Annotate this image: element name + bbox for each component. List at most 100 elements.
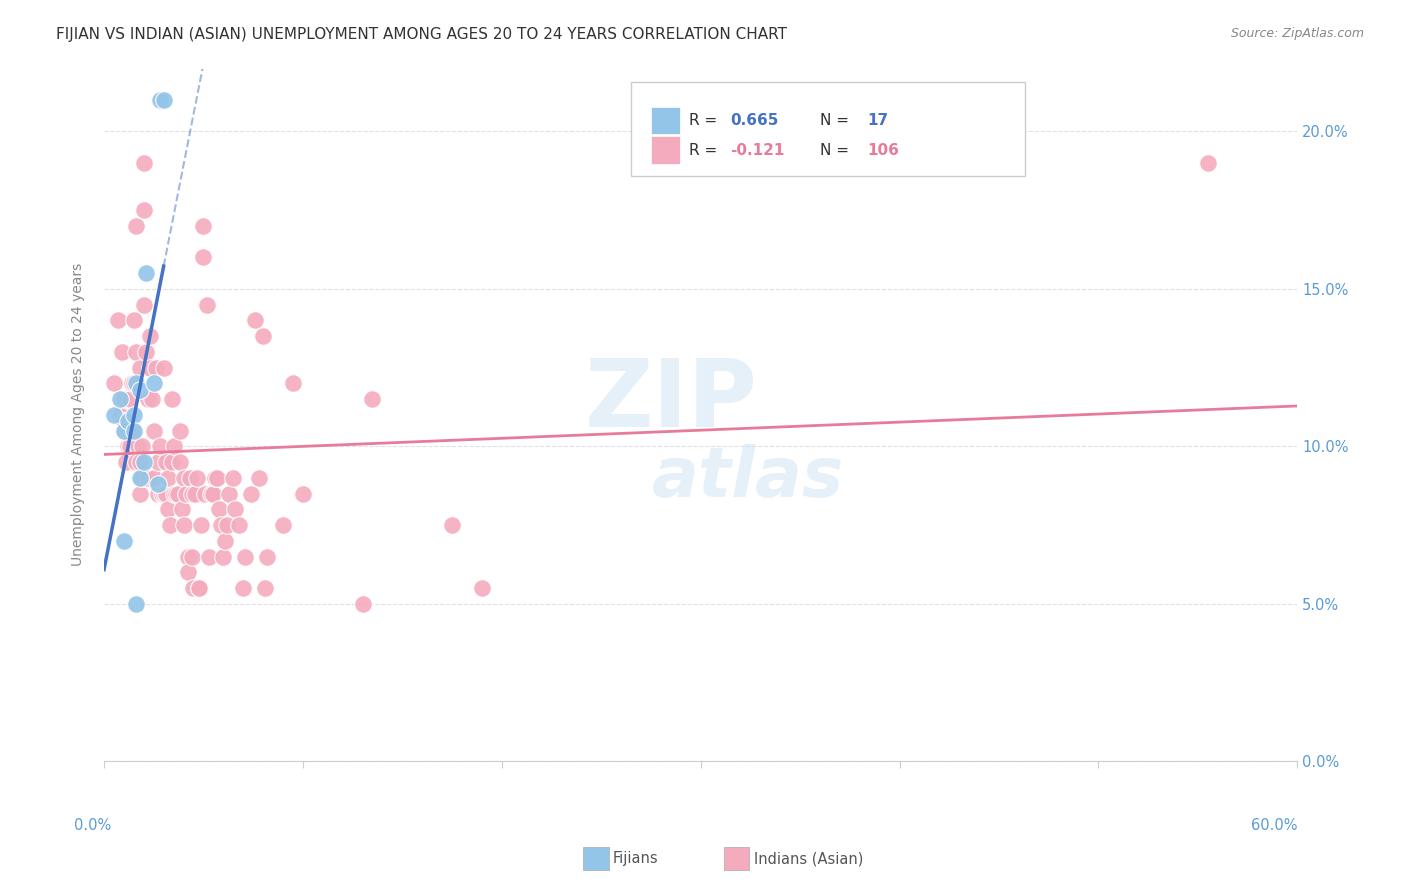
Point	[194, 486, 217, 500]
Point	[117, 424, 139, 438]
Point	[132, 298, 155, 312]
Point	[441, 518, 464, 533]
FancyBboxPatch shape	[651, 136, 681, 164]
Text: atlas: atlas	[652, 443, 845, 511]
Point	[152, 93, 174, 107]
Point	[135, 344, 157, 359]
Point	[271, 518, 294, 533]
Point	[108, 408, 131, 422]
Point	[233, 549, 256, 564]
Point	[108, 392, 131, 406]
Point	[149, 93, 172, 107]
Point	[128, 383, 150, 397]
Point	[127, 439, 149, 453]
Point	[162, 486, 184, 500]
Text: 0.665: 0.665	[731, 113, 779, 128]
Point	[115, 455, 138, 469]
FancyBboxPatch shape	[651, 107, 681, 135]
Point	[352, 597, 374, 611]
Point	[149, 439, 172, 453]
Point	[190, 518, 212, 533]
Point	[122, 408, 145, 422]
Point	[222, 471, 245, 485]
Point	[122, 376, 145, 391]
Point	[173, 471, 195, 485]
Point	[112, 392, 135, 406]
Text: 60.0%: 60.0%	[1251, 818, 1298, 833]
Point	[176, 549, 198, 564]
FancyBboxPatch shape	[631, 82, 1025, 176]
Y-axis label: Unemployment Among Ages 20 to 24 years: Unemployment Among Ages 20 to 24 years	[72, 263, 86, 566]
Text: R =: R =	[689, 113, 717, 128]
Point	[214, 533, 236, 548]
Point	[125, 219, 148, 233]
Text: FIJIAN VS INDIAN (ASIAN) UNEMPLOYMENT AMONG AGES 20 TO 24 YEARS CORRELATION CHAR: FIJIAN VS INDIAN (ASIAN) UNEMPLOYMENT AM…	[56, 27, 787, 42]
Point	[240, 486, 263, 500]
Point	[204, 471, 226, 485]
Point	[142, 376, 165, 391]
Point	[146, 477, 169, 491]
Point	[112, 533, 135, 548]
Point	[112, 424, 135, 438]
Point	[218, 486, 240, 500]
Point	[107, 313, 129, 327]
Point	[112, 414, 135, 428]
Point	[118, 439, 141, 453]
Point	[162, 439, 184, 453]
Point	[103, 408, 125, 422]
Text: N =: N =	[820, 113, 849, 128]
Point	[117, 439, 139, 453]
Point	[207, 471, 229, 485]
Text: Source: ZipAtlas.com: Source: ZipAtlas.com	[1230, 27, 1364, 40]
Point	[186, 471, 208, 485]
Text: 0.0%: 0.0%	[75, 818, 111, 833]
Point	[145, 360, 167, 375]
Point	[122, 424, 145, 438]
Point	[208, 502, 231, 516]
Point	[131, 439, 153, 453]
Point	[150, 486, 173, 500]
Point	[170, 502, 193, 516]
Point	[281, 376, 304, 391]
Point	[155, 486, 177, 500]
Point	[165, 486, 187, 500]
Point	[125, 344, 148, 359]
Point	[138, 360, 160, 375]
Point	[138, 329, 160, 343]
Point	[112, 424, 135, 438]
Point	[152, 360, 174, 375]
Point	[132, 156, 155, 170]
Point	[128, 455, 150, 469]
Point	[135, 266, 157, 280]
Point	[180, 549, 202, 564]
Point	[169, 424, 191, 438]
Point	[247, 471, 270, 485]
Point	[160, 392, 183, 406]
Point	[291, 486, 314, 500]
Point	[146, 455, 169, 469]
Point	[136, 471, 159, 485]
Point	[118, 392, 141, 406]
Point	[212, 549, 235, 564]
Text: -0.121: -0.121	[731, 143, 785, 158]
Text: 106: 106	[868, 143, 900, 158]
Point	[111, 344, 134, 359]
Point	[142, 471, 165, 485]
Point	[361, 392, 384, 406]
Point	[174, 486, 197, 500]
Point	[166, 486, 188, 500]
Point	[176, 566, 198, 580]
Point	[142, 424, 165, 438]
Point	[188, 581, 211, 595]
Text: ZIP: ZIP	[585, 355, 758, 447]
Text: R =: R =	[689, 143, 717, 158]
Point	[121, 424, 143, 438]
Point	[200, 486, 222, 500]
Point	[256, 549, 278, 564]
Point	[155, 455, 177, 469]
Point	[132, 203, 155, 218]
Point	[136, 392, 159, 406]
Point	[173, 518, 195, 533]
Point	[197, 298, 219, 312]
Point	[152, 486, 174, 500]
